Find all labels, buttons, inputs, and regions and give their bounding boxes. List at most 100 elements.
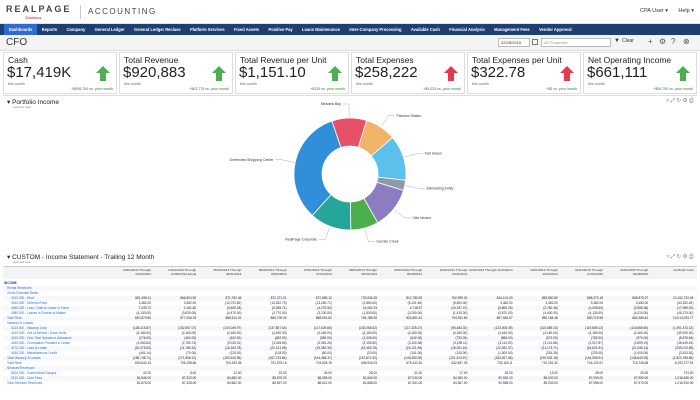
row-label[interactable]: 4160.000 - Concession Prorated in Lease [11, 341, 70, 345]
table-cell[interactable]: (4,160.00) [452, 331, 468, 335]
table-cell[interactable]: (402.00) [229, 336, 242, 340]
table-cell[interactable]: 81,840.00 [362, 376, 377, 380]
table-cell[interactable]: 1,016,910.00 [674, 381, 694, 385]
table-cell[interactable]: 867,879.83 [135, 316, 151, 320]
table-cell[interactable]: (115.00) [274, 351, 287, 355]
nav-item-reports[interactable]: Reports [41, 27, 58, 32]
table-cell[interactable]: (239,072.55) [675, 346, 694, 350]
table-cell[interactable]: (1,830.00) [362, 311, 377, 315]
row-label[interactable]: 5200.000 - Guest Meal Charges [11, 371, 57, 375]
table-cell[interactable]: 724,526.15 [315, 361, 332, 365]
table-cell[interactable]: (167,724.84) [268, 356, 287, 360]
table-cell[interactable]: (120.00) [229, 351, 242, 355]
table-cell[interactable]: (6,101.46) [407, 301, 423, 305]
table-cell[interactable]: 857,045.97 [496, 316, 513, 320]
table-cell[interactable]: (4,470.00) [226, 311, 242, 315]
table-cell[interactable]: (153,927.86) [494, 356, 513, 360]
table-cell[interactable]: 20.00 [640, 371, 649, 375]
calendar-icon[interactable] [532, 39, 538, 45]
table-cell[interactable]: (3,155.11) [453, 341, 468, 345]
table-cell[interactable]: (4,160.00) [317, 331, 332, 335]
table-cell[interactable]: (128,415.87) [132, 326, 151, 330]
table-cell[interactable]: (140,049.97) [223, 326, 242, 330]
table-cell[interactable]: (130,068.02) [358, 326, 377, 330]
nav-item-platform-services[interactable]: Platform Services [190, 27, 225, 32]
table-cell[interactable]: (3,061.25) [317, 341, 332, 345]
table-cell[interactable]: (24,121.54) [405, 346, 423, 350]
table-cell[interactable]: (144,465.37) [313, 356, 332, 360]
table-cell[interactable]: (216.38) [545, 351, 558, 355]
nav-item-available-cash[interactable]: Available Cash [410, 27, 440, 32]
table-cell[interactable]: (582.00) [319, 336, 332, 340]
table-cell[interactable]: (22,081.37) [496, 346, 513, 350]
table-cell[interactable]: 704,193.35 [225, 361, 242, 365]
table-cell[interactable]: (4,160.00) [362, 331, 377, 335]
table-cell[interactable]: 8,192,277.91 [674, 361, 694, 365]
table-cell[interactable]: 716,123.67 [587, 361, 603, 365]
table-cell[interactable]: 868,104.31 [225, 316, 242, 320]
table-cell[interactable]: (152,557.07) [178, 326, 197, 330]
table-cell[interactable]: 81,878.00 [136, 381, 151, 385]
table-cell[interactable]: (70.00) [186, 351, 197, 355]
filter-icon[interactable]: ▼ [614, 38, 620, 44]
filter-icon[interactable]: ▿ [666, 254, 671, 260]
table-cell[interactable]: (163,910.96) [223, 356, 242, 360]
table-cell[interactable]: (16,157.37) [451, 306, 468, 310]
table-cell[interactable]: (3,513.53) [678, 351, 694, 355]
table-cell[interactable]: 3,482.00 [183, 301, 197, 305]
table-cell[interactable]: (642.00) [410, 336, 423, 340]
table-cell[interactable]: 3,482.00 [138, 301, 151, 305]
table-cell[interactable]: (2,899.19) [633, 341, 649, 345]
table-cell[interactable]: 7,039.72 [138, 306, 151, 310]
table-cell[interactable]: (4,130.00) [588, 311, 603, 315]
table-cell[interactable]: 710,251.30 [541, 361, 558, 365]
table-cell[interactable]: 866,804.52 [180, 296, 197, 300]
table-cell[interactable]: 754,331.60 [451, 316, 468, 320]
table-cell[interactable]: 10,013,033.77 [673, 316, 694, 320]
table-cell[interactable]: (568.00) [500, 336, 513, 340]
table-cell[interactable]: 10,162,733.04 [673, 296, 694, 300]
nav-item-inter-company[interactable]: Inter-Company Processing [349, 27, 402, 32]
row-label[interactable]: 4010.000 - Rent [11, 296, 34, 300]
table-cell[interactable]: 703,118.11 [497, 361, 513, 365]
table-cell[interactable]: 88,621.00 [317, 381, 332, 385]
row-label[interactable]: 4170.000 - Loss to Lease [11, 346, 47, 350]
table-cell[interactable]: 90,530.00 [498, 376, 513, 380]
table-cell[interactable]: 13.00 [549, 371, 558, 375]
table-cell[interactable]: 87,950.00 [634, 376, 649, 380]
table-cell[interactable]: 764,788.35 [361, 316, 377, 320]
column-header[interactable]: 06/01/2014 Through 06/30/2014 [258, 268, 287, 276]
table-cell[interactable]: 87,328.00 [182, 381, 197, 385]
table-cell[interactable]: (101.00) [410, 351, 423, 355]
filter-icon[interactable]: ▿ [666, 98, 671, 104]
table-cell[interactable]: (225.00) [591, 351, 603, 355]
print-icon[interactable]: ⎙ [689, 254, 695, 260]
table-cell[interactable]: 274.00 [683, 371, 694, 375]
table-cell[interactable]: (121,674.57) [449, 356, 468, 360]
table-cell[interactable]: 853,860.80 [541, 296, 558, 300]
table-cell[interactable]: (4,160.00) [226, 331, 242, 335]
nav-item-fixed-assets[interactable]: Fixed Assets [234, 27, 260, 32]
table-cell[interactable]: (8,675.64) [678, 336, 694, 340]
table-cell[interactable]: (4,005.60) [588, 306, 603, 310]
column-header[interactable]: 04/01/2014 Through 04/30/2014 Actual [168, 268, 197, 276]
table-cell[interactable]: 606,916.03 [361, 361, 377, 365]
table-cell[interactable]: 872,880.12 [315, 296, 332, 300]
table-cell[interactable]: (462.00) [184, 336, 197, 340]
table-cell[interactable]: (3,141.86) [543, 341, 558, 345]
table-cell[interactable]: 869,700.00 [270, 316, 287, 320]
table-cell[interactable]: (157,872.32) [358, 356, 377, 360]
table-cell[interactable]: 90,558.00 [498, 381, 513, 385]
row-label[interactable]: 4180.000 - Miscellaneous Credit [11, 351, 57, 355]
table-cell[interactable]: (2,850.00) [362, 301, 377, 305]
table-cell[interactable]: 31.00 [414, 371, 423, 375]
table-cell[interactable]: (2,760.46) [543, 306, 558, 310]
table-cell[interactable]: 85,920.00 [543, 376, 558, 380]
table-cell[interactable]: (21,046.14) [631, 346, 649, 350]
nav-item-dashboards[interactable]: Dashboards [4, 24, 38, 35]
nav-item-general-ledger-reclass[interactable]: General Ledger Reclass [134, 27, 181, 32]
table-cell[interactable]: (156,748.71) [132, 356, 151, 360]
table-cell[interactable]: 28.00 [595, 371, 603, 375]
table-cell[interactable]: (4,160.00) [407, 331, 423, 335]
add-icon[interactable]: + [648, 37, 653, 46]
